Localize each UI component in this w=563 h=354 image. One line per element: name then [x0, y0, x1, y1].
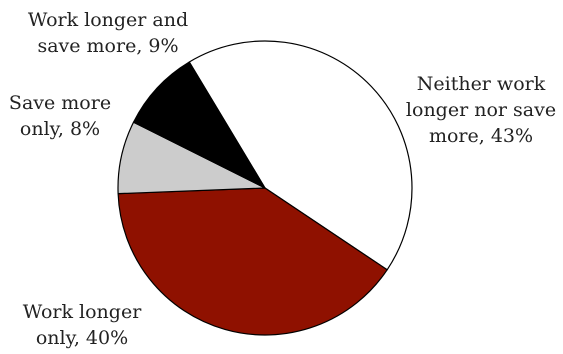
pie-slice-both — [132, 61, 266, 189]
slice-label-both-line-1: Work longer and — [27, 9, 189, 31]
slice-label-neither-line-3: more, 43% — [428, 125, 534, 147]
slice-label-both-line-2: save more, 9% — [37, 35, 179, 57]
slice-label-save-more: Save more only, 8% — [4, 90, 116, 142]
slice-label-both: Work longer and save more, 9% — [18, 7, 198, 59]
pie-slice-neither — [188, 40, 413, 271]
slice-label-neither-line-2: longer nor save — [405, 99, 557, 121]
slice-label-save-more-line-1: Save more — [8, 92, 112, 114]
slice-label-work-longer-line-1: Work longer — [22, 301, 142, 323]
slice-label-neither-line-1: Neither work — [416, 73, 546, 95]
slice-label-work-longer: Work longer only, 40% — [12, 299, 152, 351]
slice-label-work-longer-line-2: only, 40% — [35, 327, 129, 349]
slice-label-neither: Neither work longer nor save more, 43% — [402, 71, 560, 149]
pie-slice-work-longer — [117, 187, 388, 336]
slice-label-save-more-line-2: only, 8% — [19, 118, 101, 140]
